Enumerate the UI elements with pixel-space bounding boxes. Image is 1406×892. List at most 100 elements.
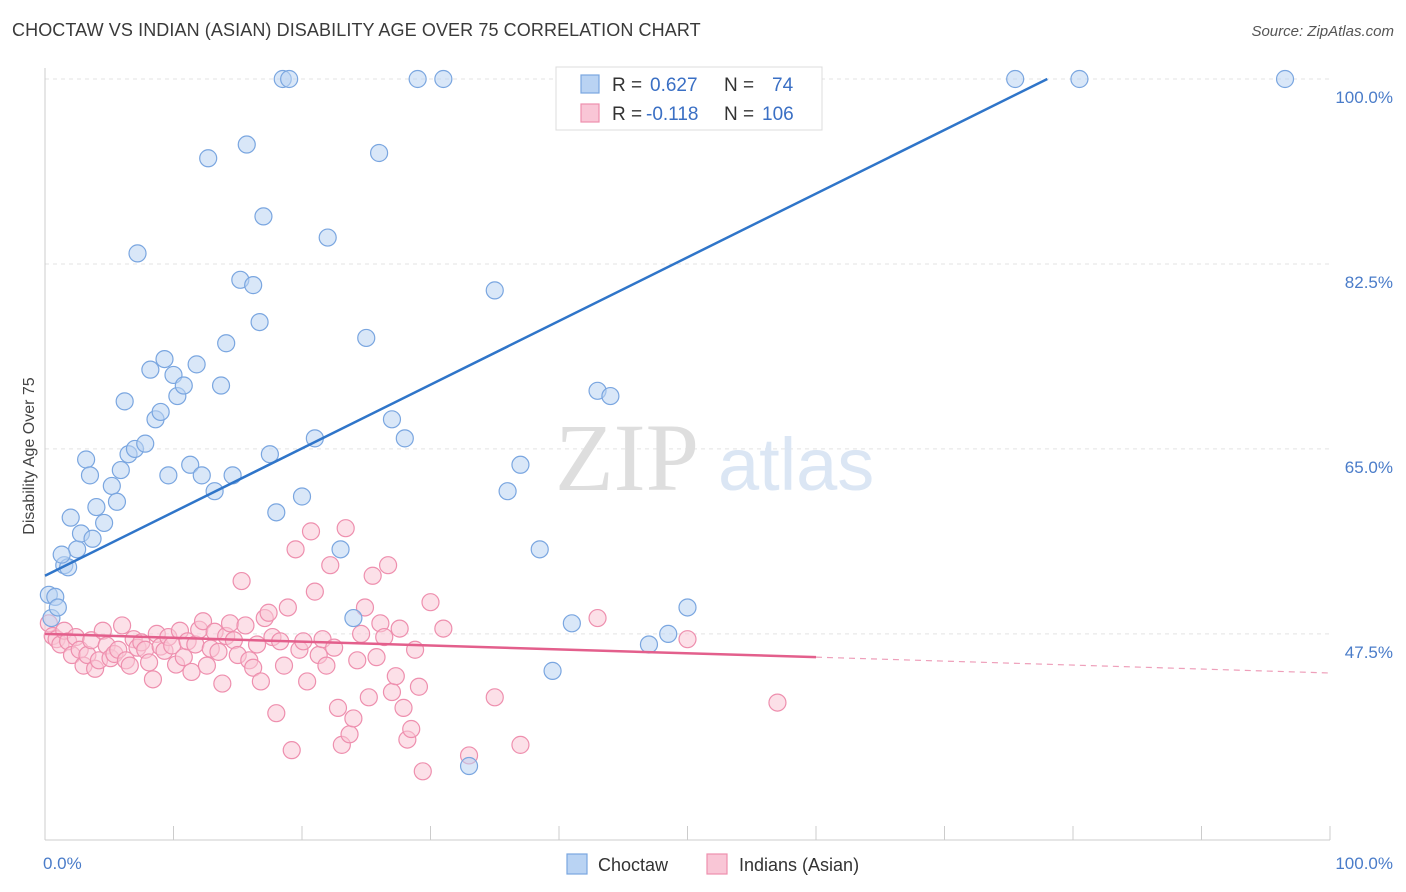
choctaw-point-73 xyxy=(52,545,71,564)
choctaw-point-66 xyxy=(659,624,678,643)
indian-asian-point-64 xyxy=(286,540,305,559)
legend-swatch-choctaw xyxy=(580,74,600,94)
series-indians-asian-points xyxy=(39,519,787,781)
indian-asian-point-19 xyxy=(112,616,132,635)
choctaw-point-69 xyxy=(1070,69,1089,89)
watermark-atlas: atlas xyxy=(718,423,874,506)
y-tick-label-3: 100.0% xyxy=(1335,88,1393,107)
watermark-zip: ZIP xyxy=(555,404,699,511)
indian-asian-point-75 xyxy=(328,698,348,717)
indian-asian-point-55 xyxy=(251,672,270,691)
grid-lines xyxy=(45,78,1330,635)
choctaw-point-10 xyxy=(87,497,106,517)
choctaw-point-33 xyxy=(211,376,231,395)
y-tick-label-2: 82.5% xyxy=(1345,273,1393,292)
legend-n-label-choctaw: N = xyxy=(724,75,754,96)
bottom-legend-label-choctaw: Choctaw xyxy=(598,855,669,875)
indian-asian-point-78 xyxy=(340,725,359,744)
choctaw-point-51 xyxy=(370,143,389,163)
choctaw-point-22 xyxy=(151,402,170,422)
indian-asian-point-88 xyxy=(378,556,398,575)
indian-asian-point-45 xyxy=(213,674,232,693)
choctaw-point-27 xyxy=(174,376,193,395)
indian-asian-point-44 xyxy=(209,642,228,661)
choctaw-point-50 xyxy=(357,328,376,348)
indian-asian-point-82 xyxy=(355,598,375,617)
trend-lines xyxy=(44,77,1331,674)
indian-asian-point-91 xyxy=(390,619,409,638)
indian-asian-point-67 xyxy=(298,672,317,691)
series-choctaw-points xyxy=(39,69,1295,776)
indian-asian-point-51 xyxy=(236,616,255,635)
indian-asian-point-21 xyxy=(120,656,139,675)
indian-asian-point-77 xyxy=(336,519,355,538)
trend-line-indians-asian xyxy=(44,632,817,659)
legend-r-value-choctaw: 0.627 xyxy=(650,75,698,96)
choctaw-point-60 xyxy=(530,540,549,559)
choctaw-point-20 xyxy=(141,360,160,379)
trend-line-choctaw xyxy=(44,77,1048,577)
x-tick-labels: 0.0% 100.0% xyxy=(43,854,1393,873)
indian-asian-point-73 xyxy=(321,556,340,575)
indian-asian-point-50 xyxy=(232,571,251,591)
choctaw-point-28 xyxy=(181,455,200,474)
y-tick-labels: 47.5% 65.0% 82.5% 100.0% xyxy=(1335,88,1393,662)
indian-asian-point-105 xyxy=(768,693,787,712)
trend-line-indians-asian-extension xyxy=(815,656,1331,674)
choctaw-point-14 xyxy=(111,460,130,480)
y-axis-label: Disability Age Over 75 xyxy=(21,377,38,535)
indian-asian-point-96 xyxy=(409,677,429,696)
choctaw-point-72 xyxy=(48,598,67,617)
indian-asian-point-87 xyxy=(375,627,394,647)
choctaw-point-30 xyxy=(192,466,211,485)
choctaw-point-47 xyxy=(318,228,337,247)
indian-asian-point-37 xyxy=(182,662,201,682)
indian-asian-point-104 xyxy=(678,630,697,649)
choctaw-point-37 xyxy=(237,135,256,154)
legend-r-label-choctaw: R = xyxy=(612,75,642,96)
indian-asian-point-63 xyxy=(282,741,301,760)
chart-title: CHOCTAW VS INDIAN (ASIAN) DISABILITY AGE… xyxy=(12,20,701,40)
choctaw-point-15 xyxy=(115,392,134,411)
y-tick-label-0: 47.5% xyxy=(1345,643,1393,662)
indian-asian-point-84 xyxy=(363,566,382,585)
choctaw-point-18 xyxy=(128,244,147,263)
indian-asian-point-90 xyxy=(386,667,405,686)
choctaw-point-39 xyxy=(250,312,269,332)
bottom-legend-swatch-indians-asian xyxy=(706,853,728,875)
choctaw-point-57 xyxy=(485,281,504,300)
indian-asian-point-40 xyxy=(193,612,213,631)
indian-asian-point-54 xyxy=(247,635,267,654)
legend-n-value-indians-asian: 106 xyxy=(762,104,794,125)
choctaw-point-61 xyxy=(543,661,562,680)
choctaw-point-67 xyxy=(678,598,697,617)
choctaw-point-44 xyxy=(280,69,299,89)
choctaw-point-13 xyxy=(107,492,127,511)
indian-asian-point-89 xyxy=(382,682,402,702)
choctaw-point-31 xyxy=(199,149,218,168)
indian-asian-point-98 xyxy=(421,593,440,612)
choctaw-point-52 xyxy=(382,410,402,429)
choctaw-point-70 xyxy=(1275,69,1295,89)
bottom-legend-label-indians-asian: Indians (Asian) xyxy=(739,855,859,875)
indian-asian-point-99 xyxy=(434,619,453,638)
choctaw-point-9 xyxy=(83,529,102,548)
indian-asian-point-26 xyxy=(139,653,159,672)
choctaw-point-24 xyxy=(159,466,178,485)
indian-asian-point-94 xyxy=(402,719,421,739)
x-tick-label-0: 0.0% xyxy=(43,854,82,873)
indian-asian-point-69 xyxy=(305,582,324,601)
indian-asian-point-27 xyxy=(143,670,163,689)
indian-asian-point-47 xyxy=(220,614,240,633)
choctaw-point-40 xyxy=(254,207,273,226)
choctaw-point-54 xyxy=(408,69,427,89)
choctaw-point-23 xyxy=(155,349,174,369)
indian-asian-point-92 xyxy=(394,698,413,717)
choctaw-point-65 xyxy=(639,635,659,654)
indian-asian-point-62 xyxy=(278,598,297,617)
choctaw-point-53 xyxy=(395,429,414,448)
x-tick-label-1: 100.0% xyxy=(1335,854,1393,873)
choctaw-point-5 xyxy=(68,540,87,559)
indian-asian-point-83 xyxy=(359,688,378,707)
